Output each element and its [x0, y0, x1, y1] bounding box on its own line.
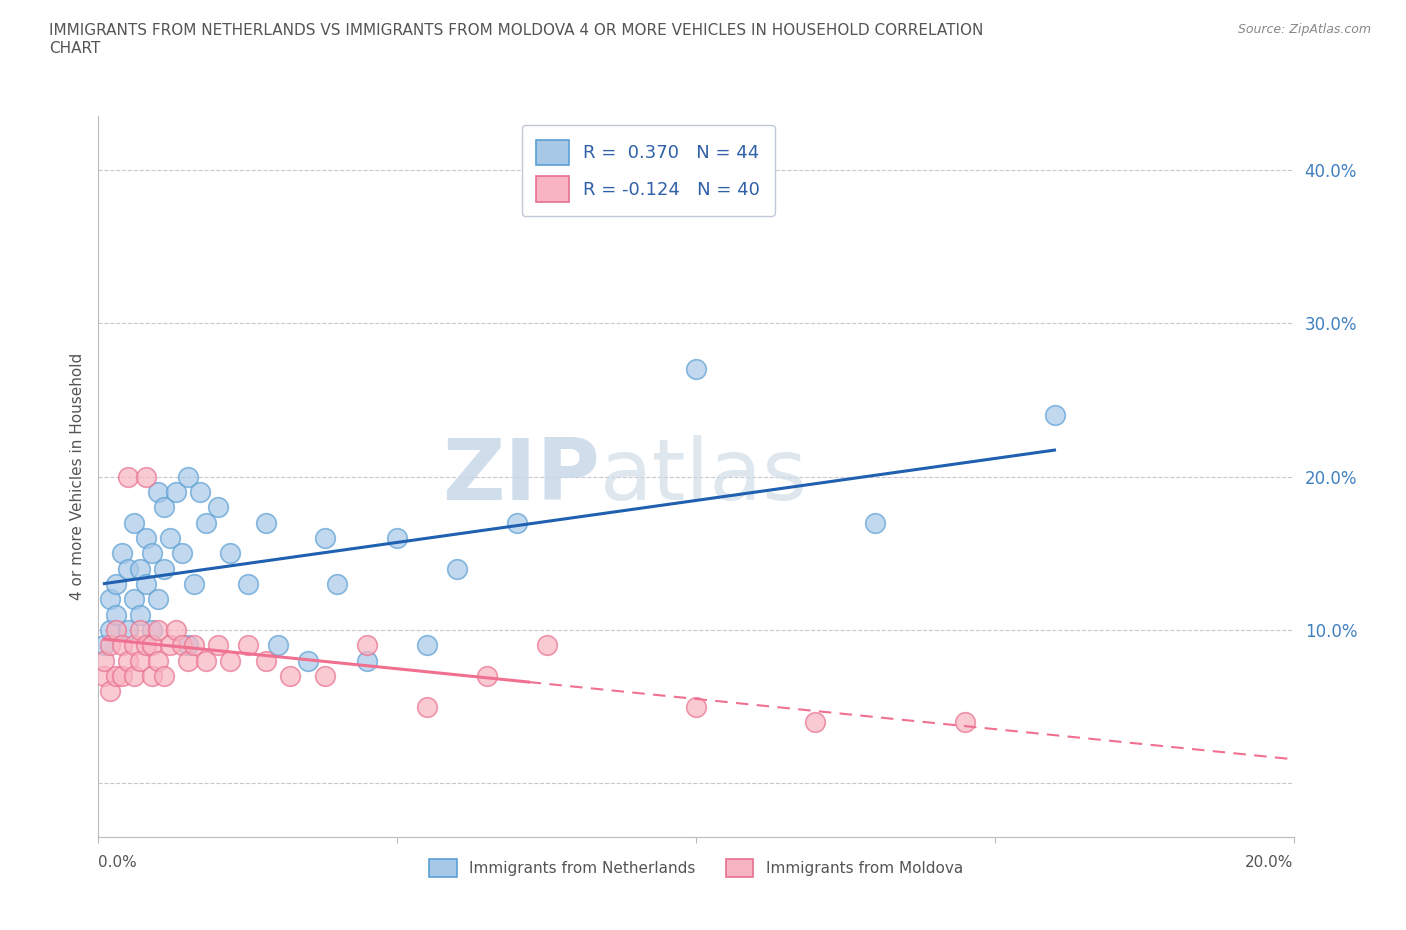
Point: [165, 622, 187, 637]
Point: [93, 669, 115, 684]
Point: [93, 653, 115, 668]
Point: [804, 714, 827, 729]
Point: [129, 561, 152, 576]
Point: [416, 638, 439, 653]
Point: [297, 653, 319, 668]
Point: [124, 591, 146, 606]
Point: [219, 546, 242, 561]
Point: [153, 669, 176, 684]
Point: [111, 546, 134, 561]
Text: ZIP: ZIP: [443, 435, 600, 518]
Point: [506, 515, 529, 530]
Text: Source: ZipAtlas.com: Source: ZipAtlas.com: [1237, 23, 1371, 36]
Point: [98, 591, 122, 606]
Point: [385, 530, 409, 545]
Point: [111, 638, 134, 653]
Point: [219, 653, 242, 668]
Point: [953, 714, 976, 729]
Point: [105, 577, 128, 591]
Point: [105, 622, 128, 637]
Point: [153, 561, 176, 576]
Point: [195, 515, 218, 530]
Point: [207, 499, 229, 514]
Point: [98, 684, 122, 698]
Point: [98, 622, 122, 637]
Point: [195, 653, 218, 668]
Point: [141, 622, 163, 637]
Point: [141, 638, 163, 653]
Point: [207, 638, 229, 653]
Point: [148, 591, 170, 606]
Point: [165, 485, 187, 499]
Point: [1043, 408, 1066, 423]
Point: [356, 638, 378, 653]
Point: [315, 669, 337, 684]
Text: IMMIGRANTS FROM NETHERLANDS VS IMMIGRANTS FROM MOLDOVA 4 OR MORE VEHICLES IN HOU: IMMIGRANTS FROM NETHERLANDS VS IMMIGRANT…: [49, 23, 984, 56]
Point: [124, 669, 146, 684]
Point: [141, 669, 163, 684]
Point: [159, 530, 181, 545]
Point: [236, 638, 259, 653]
Point: [117, 622, 139, 637]
Point: [254, 515, 277, 530]
Point: [177, 470, 200, 485]
Point: [685, 362, 707, 377]
Point: [315, 530, 337, 545]
Point: [153, 499, 176, 514]
Point: [278, 669, 301, 684]
Text: 20.0%: 20.0%: [1246, 856, 1294, 870]
Point: [148, 653, 170, 668]
Point: [148, 622, 170, 637]
Point: [236, 577, 259, 591]
Point: [159, 638, 181, 653]
Point: [188, 485, 211, 499]
Point: [98, 638, 122, 653]
Point: [356, 653, 378, 668]
Point: [124, 638, 146, 653]
Point: [267, 638, 290, 653]
Point: [172, 638, 194, 653]
Point: [475, 669, 498, 684]
Text: 0.0%: 0.0%: [98, 856, 138, 870]
Point: [129, 653, 152, 668]
Point: [416, 699, 439, 714]
Point: [172, 546, 194, 561]
Point: [135, 638, 157, 653]
Point: [446, 561, 468, 576]
Point: [536, 638, 558, 653]
Point: [865, 515, 887, 530]
Point: [135, 470, 157, 485]
Point: [124, 515, 146, 530]
Point: [117, 653, 139, 668]
Point: [135, 530, 157, 545]
Point: [183, 638, 205, 653]
Point: [254, 653, 277, 668]
Point: [141, 546, 163, 561]
Point: [183, 577, 205, 591]
Point: [685, 699, 707, 714]
Y-axis label: 4 or more Vehicles in Household: 4 or more Vehicles in Household: [69, 353, 84, 600]
Point: [135, 577, 157, 591]
Point: [129, 607, 152, 622]
Point: [177, 638, 200, 653]
Text: atlas: atlas: [600, 435, 808, 518]
Point: [105, 607, 128, 622]
Point: [129, 622, 152, 637]
Legend: Immigrants from Netherlands, Immigrants from Moldova: Immigrants from Netherlands, Immigrants …: [423, 853, 969, 884]
Point: [177, 653, 200, 668]
Point: [105, 669, 128, 684]
Point: [117, 561, 139, 576]
Point: [93, 638, 115, 653]
Point: [117, 470, 139, 485]
Point: [148, 485, 170, 499]
Point: [326, 577, 349, 591]
Point: [111, 669, 134, 684]
